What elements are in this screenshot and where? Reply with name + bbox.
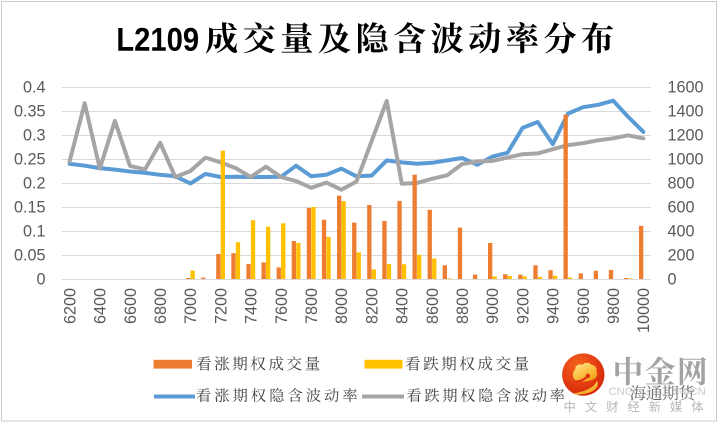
- svg-text:6200: 6200: [61, 288, 79, 324]
- svg-text:9000: 9000: [484, 288, 502, 324]
- svg-text:0.1: 0.1: [23, 223, 46, 241]
- svg-text:9400: 9400: [545, 288, 563, 324]
- svg-text:7800: 7800: [303, 288, 321, 324]
- svg-text:7400: 7400: [243, 288, 261, 324]
- svg-text:8800: 8800: [454, 288, 472, 324]
- svg-text:9800: 9800: [605, 288, 623, 324]
- svg-text:400: 400: [668, 223, 695, 241]
- svg-text:6400: 6400: [92, 288, 110, 324]
- svg-text:8400: 8400: [394, 288, 412, 324]
- svg-text:0.15: 0.15: [14, 199, 46, 217]
- svg-text:0.25: 0.25: [14, 151, 46, 169]
- svg-text:1400: 1400: [668, 103, 704, 121]
- svg-text:200: 200: [668, 247, 695, 265]
- svg-text:6600: 6600: [122, 288, 140, 324]
- svg-text:8000: 8000: [333, 288, 351, 324]
- svg-text:8200: 8200: [363, 288, 381, 324]
- svg-text:800: 800: [668, 175, 695, 193]
- svg-text:7600: 7600: [273, 288, 291, 324]
- svg-text:0: 0: [36, 271, 45, 289]
- svg-text:8600: 8600: [424, 288, 442, 324]
- svg-text:0.4: 0.4: [23, 79, 46, 97]
- svg-text:0.35: 0.35: [14, 103, 46, 121]
- svg-text:1000: 1000: [668, 151, 704, 169]
- svg-text:7200: 7200: [212, 288, 230, 324]
- svg-text:0: 0: [668, 271, 677, 289]
- svg-text:9600: 9600: [575, 288, 593, 324]
- svg-text:0.2: 0.2: [23, 175, 46, 193]
- svg-text:9200: 9200: [514, 288, 532, 324]
- svg-text:1200: 1200: [668, 127, 704, 145]
- svg-text:0.05: 0.05: [14, 247, 46, 265]
- svg-text:7000: 7000: [182, 288, 200, 324]
- svg-text:0.3: 0.3: [23, 127, 46, 145]
- svg-text:6800: 6800: [152, 288, 170, 324]
- svg-text:1600: 1600: [668, 79, 704, 97]
- svg-text:600: 600: [668, 199, 695, 217]
- svg-text:10000: 10000: [635, 288, 653, 333]
